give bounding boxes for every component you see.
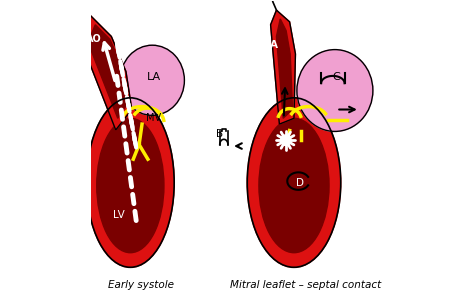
- Text: Mitral leaflet – septal contact: Mitral leaflet – septal contact: [230, 280, 381, 290]
- Ellipse shape: [87, 98, 174, 267]
- Text: B: B: [216, 129, 223, 139]
- Ellipse shape: [259, 118, 329, 253]
- Text: C: C: [332, 72, 340, 82]
- Circle shape: [281, 135, 291, 145]
- Text: AO: AO: [86, 35, 102, 44]
- Ellipse shape: [247, 98, 341, 267]
- Text: LA: LA: [146, 72, 161, 82]
- Polygon shape: [88, 25, 128, 118]
- Polygon shape: [79, 13, 132, 130]
- Polygon shape: [276, 19, 292, 118]
- Text: LV: LV: [113, 210, 125, 220]
- Polygon shape: [271, 10, 295, 124]
- Text: A: A: [270, 40, 278, 50]
- Text: Early systole: Early systole: [108, 280, 173, 290]
- Text: MV: MV: [146, 113, 161, 123]
- Ellipse shape: [297, 50, 373, 132]
- Ellipse shape: [120, 45, 184, 115]
- Ellipse shape: [97, 118, 164, 253]
- Text: D: D: [296, 178, 304, 188]
